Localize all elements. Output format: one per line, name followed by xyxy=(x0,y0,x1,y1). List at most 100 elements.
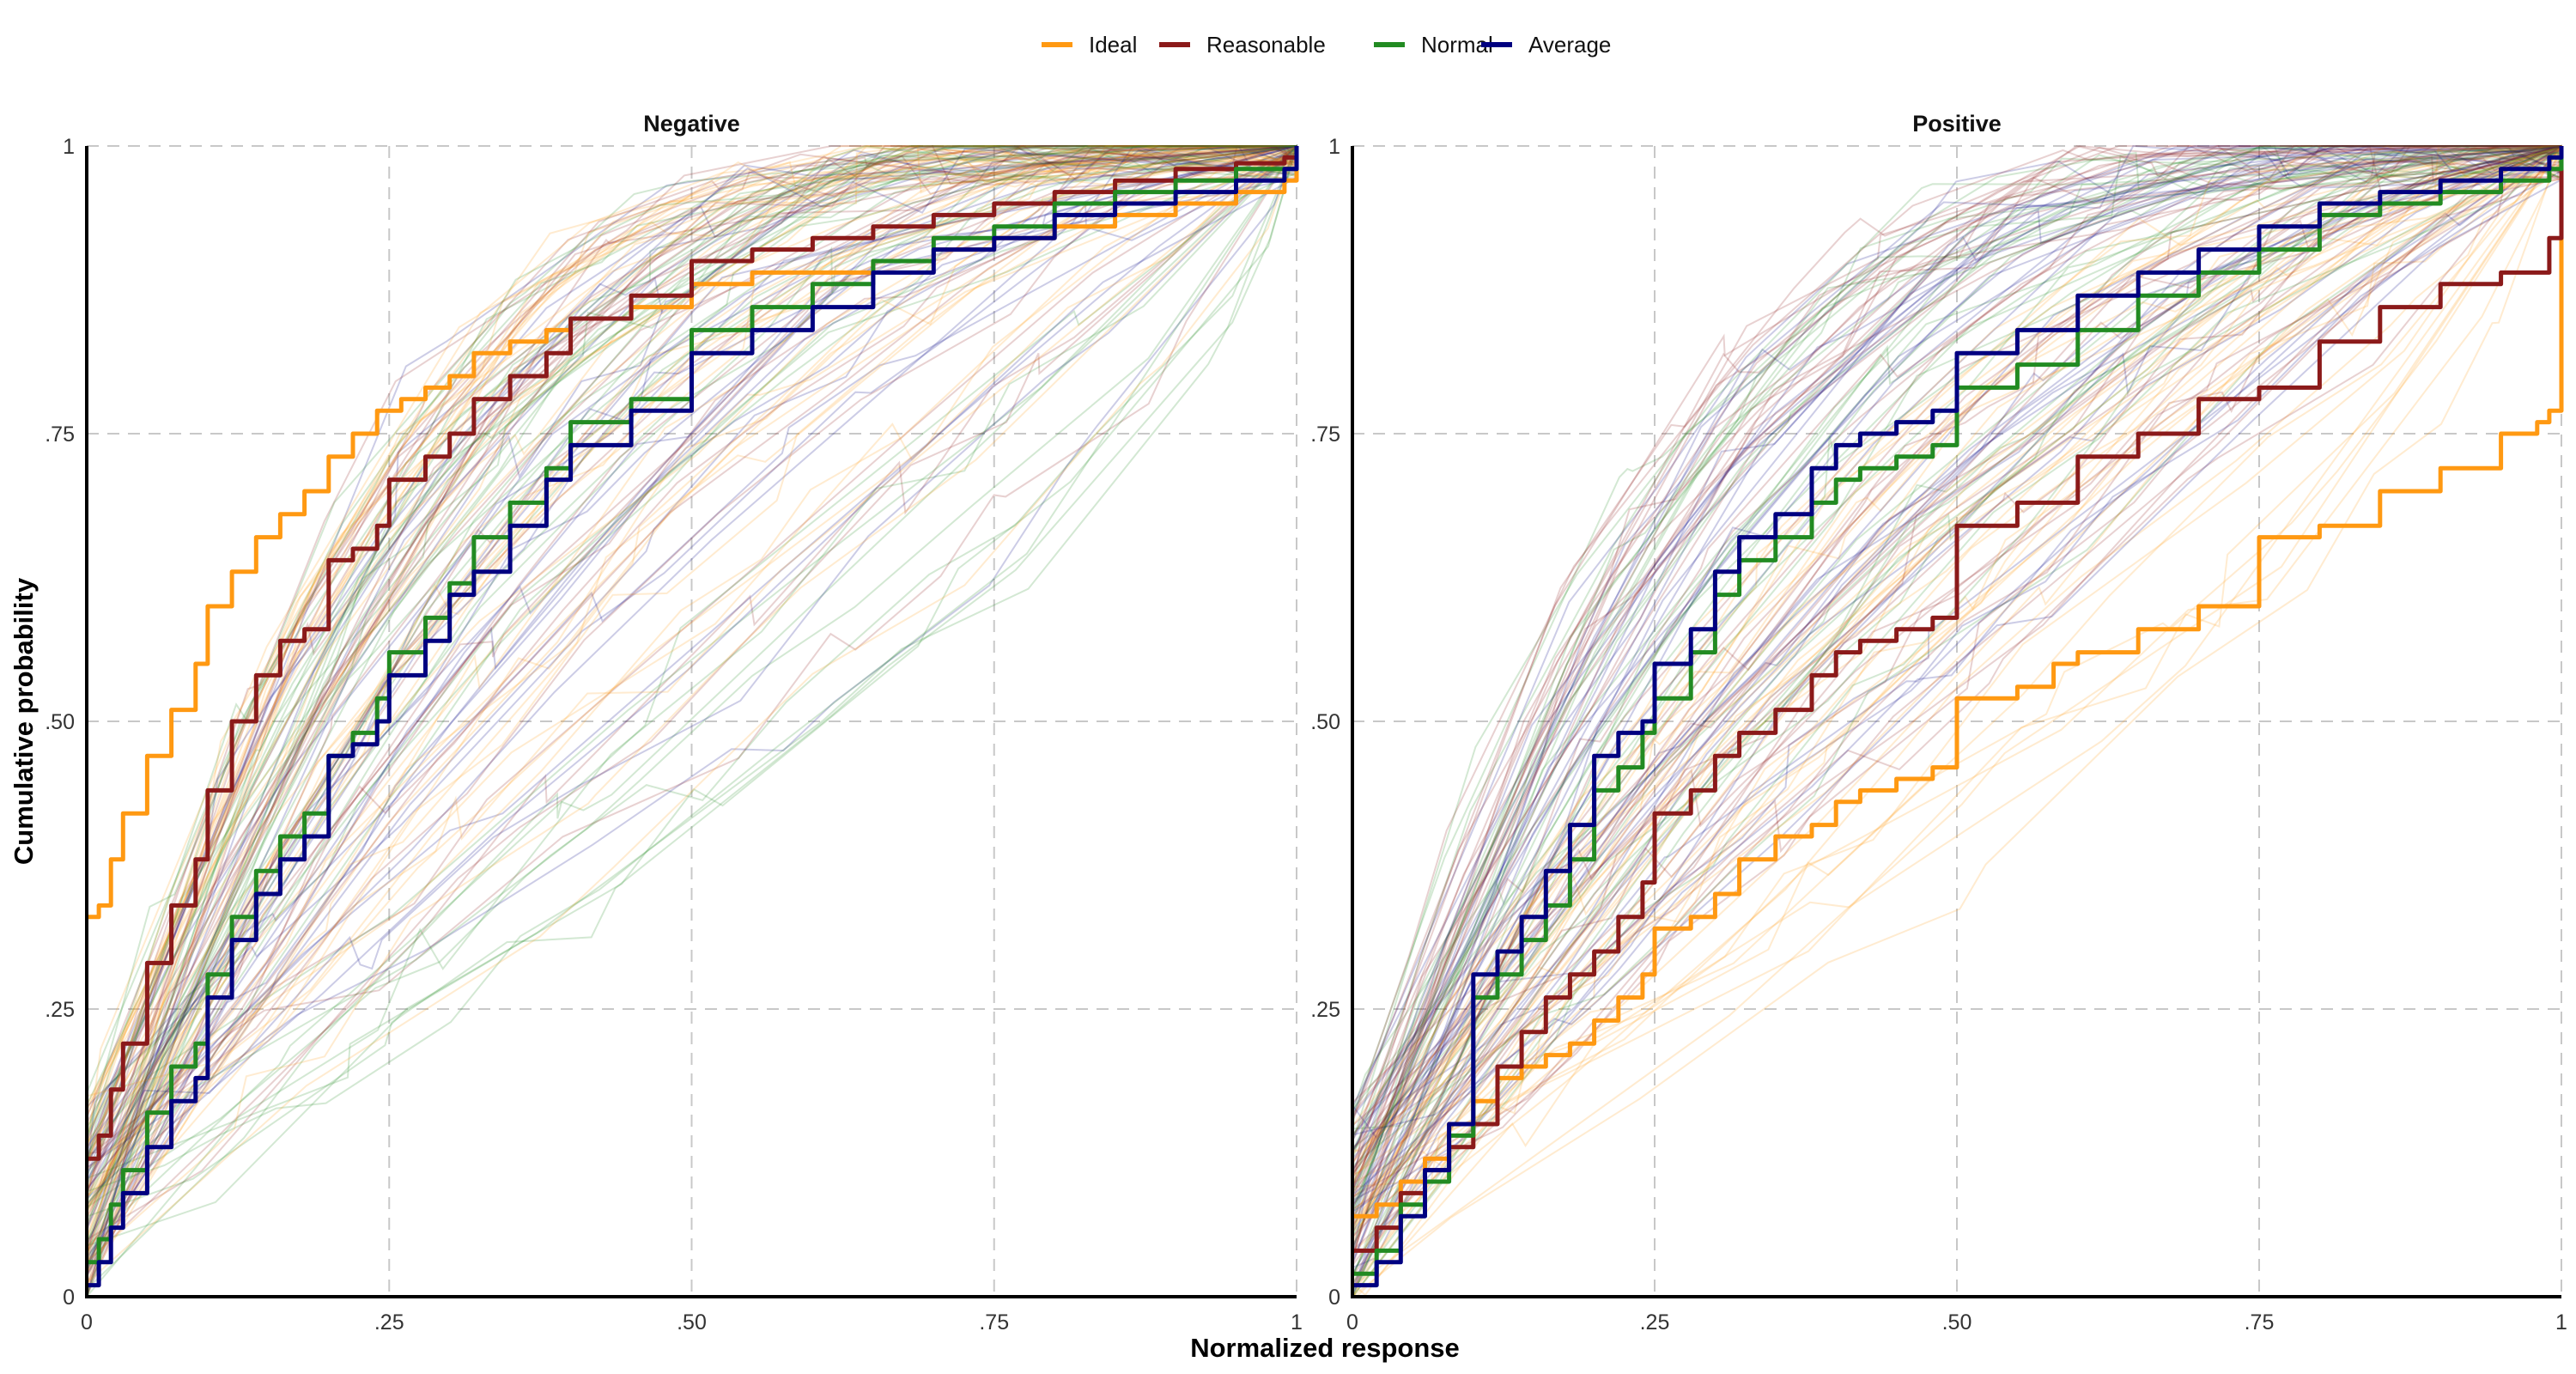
trace-reasonable xyxy=(1352,145,2561,1189)
trace-reasonable xyxy=(1352,145,2562,1278)
trace-reasonable xyxy=(86,144,1297,1255)
trace-normal xyxy=(86,145,1297,1208)
trace-average xyxy=(1352,144,2562,1297)
trace-ideal xyxy=(86,145,1297,1262)
trace-reasonable xyxy=(1352,144,2562,1178)
trace-normal xyxy=(86,145,1297,1193)
trace-ideal xyxy=(86,146,1297,1286)
panel-positive: Positive 0 .25 .50 .75 1 0 .25 .50 .75 1 xyxy=(1310,111,2567,1334)
trace-normal xyxy=(1352,143,2562,1275)
trace-ideal xyxy=(86,144,1297,1117)
trace-normal xyxy=(86,144,1297,1265)
trace-ideal xyxy=(1352,145,2562,1177)
trace-normal xyxy=(1352,144,2562,1298)
series-reasonable xyxy=(87,146,1299,1161)
trace-ideal xyxy=(86,145,1297,1110)
trace-ideal xyxy=(1352,145,2562,1198)
trace-reasonable xyxy=(1352,146,2562,1210)
trace-average xyxy=(1352,145,2562,1190)
trace-reasonable xyxy=(86,144,1297,1228)
trace-average xyxy=(86,145,1297,1182)
trace-normal xyxy=(1352,144,2561,1160)
x-tick-label: 1 xyxy=(2555,1310,2567,1334)
trace-reasonable xyxy=(1352,145,2562,1217)
trace-normal xyxy=(1352,144,2562,1298)
trace-ideal xyxy=(86,146,1297,1194)
trace-normal xyxy=(86,145,1297,1106)
trace-reasonable xyxy=(1352,144,2562,1260)
y-tick-label: .75 xyxy=(1310,423,1340,447)
trace-average xyxy=(86,145,1297,1194)
x-tick-label: .75 xyxy=(979,1310,1009,1334)
trace-ideal xyxy=(1352,145,2562,1297)
trace-normal xyxy=(1352,145,2561,1152)
trace-normal xyxy=(1352,145,2562,1113)
legend: Ideal Reasonable Normal Average xyxy=(1042,32,1611,58)
trace-ideal xyxy=(1352,145,2562,1285)
trace-normal xyxy=(86,145,1297,1145)
trace-reasonable xyxy=(86,145,1297,1298)
trace-reasonable xyxy=(86,145,1297,1118)
trace-reasonable xyxy=(1352,145,2561,1103)
trace-normal xyxy=(86,145,1297,1218)
trace-normal xyxy=(1352,145,2561,1225)
trace-ideal xyxy=(86,145,1297,1165)
trace-ideal xyxy=(1352,145,2562,1152)
trace-ideal xyxy=(1352,146,2562,1127)
trace-normal xyxy=(86,145,1297,1245)
trace-average xyxy=(1352,144,2562,1264)
trace-normal xyxy=(86,145,1297,1291)
trace-reasonable xyxy=(1352,145,2562,1266)
trace-ideal xyxy=(86,146,1297,1171)
trace-average xyxy=(86,145,1297,1181)
trace-ideal xyxy=(1352,145,2561,1213)
trace-average xyxy=(86,145,1297,1165)
trace-ideal xyxy=(1352,145,2562,1175)
trace-reasonable xyxy=(1352,145,2562,1122)
trace-ideal xyxy=(1352,145,2562,1182)
y-tick-label: .25 xyxy=(45,998,75,1022)
legend-item-average: Average xyxy=(1481,32,1611,58)
trace-average xyxy=(1352,144,2561,1226)
trace-ideal xyxy=(1352,145,2562,1189)
trace-normal xyxy=(86,144,1297,1259)
trace-reasonable xyxy=(86,145,1297,1159)
trace-ideal xyxy=(1352,145,2562,1176)
trace-average xyxy=(1352,144,2561,1255)
panel-title: Negative xyxy=(643,111,740,137)
trace-reasonable xyxy=(1352,144,2562,1166)
panel-title: Positive xyxy=(1912,111,2002,137)
trace-normal xyxy=(86,145,1297,1168)
trace-ideal xyxy=(1352,146,2562,1278)
trace-average xyxy=(86,144,1297,1271)
trace-ideal xyxy=(86,146,1297,1207)
trace-normal xyxy=(1352,145,2562,1237)
legend-item-ideal: Ideal xyxy=(1042,32,1137,58)
trace-reasonable xyxy=(1352,146,2562,1151)
trace-average xyxy=(1352,146,2562,1136)
trace-reasonable xyxy=(86,146,1297,1171)
x-tick-label: .50 xyxy=(1942,1310,1972,1334)
trace-reasonable xyxy=(86,144,1297,1255)
trace-normal xyxy=(86,145,1297,1177)
trace-reasonable xyxy=(86,144,1297,1219)
trace-reasonable xyxy=(86,144,1297,1170)
trace-reasonable xyxy=(1352,145,2562,1170)
trace-average xyxy=(1352,145,2562,1206)
trace-average xyxy=(1352,145,2561,1118)
x-tick-label: .25 xyxy=(374,1310,404,1334)
legend-label: Normal xyxy=(1421,32,1493,58)
trace-reasonable xyxy=(1352,145,2562,1188)
trace-reasonable xyxy=(86,145,1297,1263)
trace-reasonable xyxy=(86,145,1297,1263)
trace-ideal xyxy=(1352,146,2562,1225)
trace-reasonable xyxy=(86,144,1297,1298)
trace-average xyxy=(1352,145,2561,1122)
trace-reasonable xyxy=(1352,145,2562,1230)
x-tick-label: 0 xyxy=(1346,1310,1358,1334)
trace-average xyxy=(86,145,1297,1298)
series-average xyxy=(87,146,1299,1288)
trace-reasonable xyxy=(1352,146,2562,1238)
trace-normal xyxy=(86,145,1297,1180)
trace-reasonable xyxy=(86,145,1297,1154)
